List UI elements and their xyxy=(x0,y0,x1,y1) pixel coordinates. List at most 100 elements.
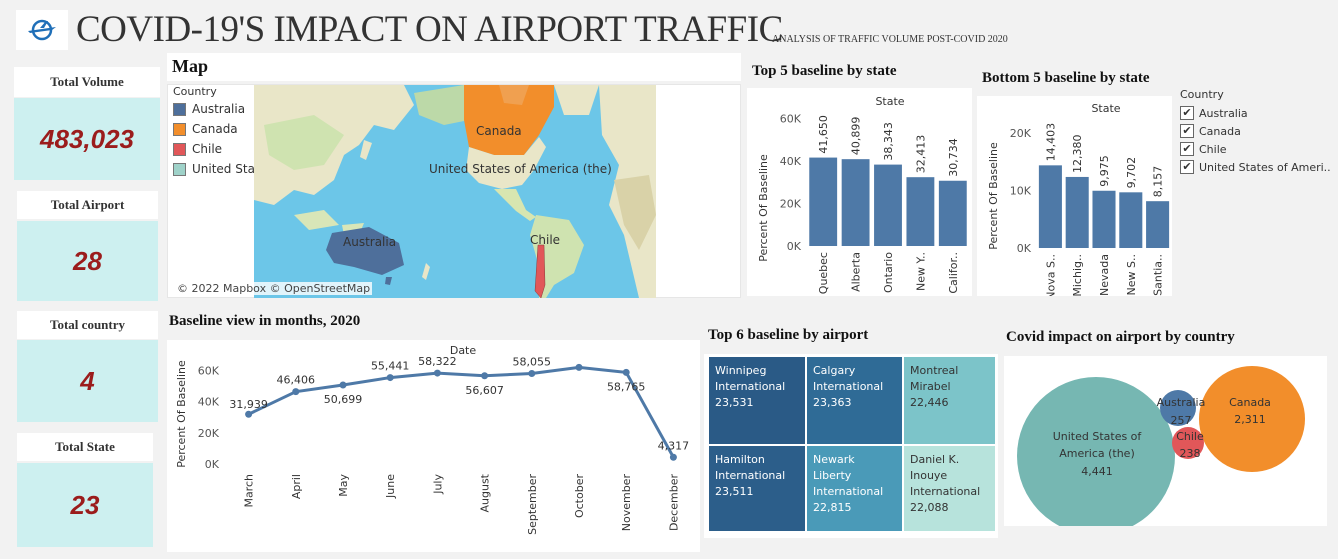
line-point xyxy=(669,453,677,461)
y-tick-label: 40K xyxy=(198,396,220,409)
legend-swatch xyxy=(173,122,186,136)
checkbox-icon[interactable]: ✔ xyxy=(1180,106,1194,120)
bubble-value-australia: 257 xyxy=(1171,414,1192,427)
treemap-cell-winnipeg[interactable]: Winnipeg International 23,531 xyxy=(709,357,805,444)
bottom5-ylabel: Percent Of Baseline xyxy=(987,142,1000,250)
map-label-chile: Chile xyxy=(530,233,561,247)
kpi-value-total-airport: 28 xyxy=(17,221,158,301)
bubble-title: Covid impact on airport by country xyxy=(1006,329,1235,345)
x-tick-label: Nova S.. xyxy=(1044,254,1057,296)
y-tick-label: 60K xyxy=(198,364,220,377)
treemap-cell-honolulu[interactable]: Daniel K. Inouye International 22,088 xyxy=(904,446,995,531)
map-legend: Australia Canada Chile United States of … xyxy=(173,99,375,179)
airline-logo xyxy=(16,10,68,50)
bar-value-label: 32,413 xyxy=(914,135,927,174)
kpi-value-total-volume: 483,023 xyxy=(14,98,160,180)
top5-panel: State Percent Of Baseline 0K 20K 40K 60K 41,… xyxy=(747,88,972,296)
x-tick-label: Quebec xyxy=(817,252,830,294)
treemap-cell-montreal[interactable]: Montreal Mirabel 22,446 xyxy=(904,357,995,444)
line-header: Date xyxy=(450,344,477,357)
bubble-label-canada: Canada xyxy=(1229,396,1271,409)
top5-bar-chart: State Percent Of Baseline 0K 20K 40K 60K 41,… xyxy=(757,95,967,294)
bar xyxy=(1092,190,1116,248)
checkbox-icon[interactable]: ✔ xyxy=(1180,142,1194,156)
bubble-usa[interactable] xyxy=(1017,377,1175,535)
x-tick-label: May xyxy=(337,474,350,497)
line-value-label: 46,406 xyxy=(277,374,316,387)
plane-logo-icon xyxy=(28,19,56,41)
legend-item-canada[interactable]: Canada xyxy=(173,119,375,139)
bubble-chart: United States of America (the) 4,441 Can… xyxy=(1017,366,1305,535)
bubble-label-usa-2: America (the) xyxy=(1059,447,1135,460)
line-point xyxy=(433,369,441,377)
y-tick-label: 60K xyxy=(780,113,802,126)
treemap-panel: Winnipeg International 23,531 Calgary Inter… xyxy=(704,354,998,538)
line-point xyxy=(386,374,394,382)
line-value-label: 58,322 xyxy=(418,355,457,368)
filter-option-chile[interactable]: ✔ Chile xyxy=(1180,140,1338,158)
y-tick-label: 20K xyxy=(198,427,220,440)
x-tick-label: August xyxy=(479,473,492,512)
x-tick-label: March xyxy=(243,474,256,508)
bubble-label-australia: Australia xyxy=(1157,396,1206,409)
treemap-cell-newark[interactable]: Newark Liberty International 22,815 xyxy=(807,446,902,531)
line-value-label: 58,055 xyxy=(513,356,552,369)
legend-item-chile[interactable]: Chile xyxy=(173,139,375,159)
line-point xyxy=(292,388,300,396)
checkbox-icon[interactable]: ✔ xyxy=(1180,124,1194,138)
bar-value-label: 9,702 xyxy=(1125,157,1138,189)
line-point xyxy=(339,381,347,389)
bar xyxy=(1038,165,1062,248)
world-map[interactable]: Canada United States of America (the) Au… xyxy=(254,85,656,298)
bar xyxy=(1146,201,1170,248)
bar xyxy=(841,159,870,246)
bar xyxy=(1065,176,1089,248)
bubble-value-canada: 2,311 xyxy=(1234,413,1266,426)
world-map-shapes xyxy=(254,85,656,298)
filter-option-australia[interactable]: ✔ Australia xyxy=(1180,104,1338,122)
bottom5-panel: State Percent Of Baseline 0K 10K 20K 14,403… xyxy=(977,96,1172,300)
line-title: Baseline view in months, 2020 xyxy=(169,313,361,329)
legend-swatch xyxy=(173,162,186,176)
top5-header: State xyxy=(875,95,904,108)
bar xyxy=(906,177,935,246)
bottom5-bar-chart: State Percent Of Baseline 0K 10K 20K 14,403… xyxy=(987,102,1170,300)
bottom5-header: State xyxy=(1091,102,1120,115)
bubble-value-usa: 4,441 xyxy=(1081,465,1113,478)
line-value-label: 31,939 xyxy=(229,398,268,411)
map-title-bar: Map xyxy=(167,53,741,81)
filter-option-usa[interactable]: ✔ United States of Ameri.. xyxy=(1180,158,1338,176)
treemap-cell-hamilton[interactable]: Hamilton International 23,511 xyxy=(709,446,805,531)
legend-item-australia[interactable]: Australia xyxy=(173,99,375,119)
x-tick-label: Nevada xyxy=(1098,254,1111,296)
x-tick-label: April xyxy=(290,474,303,499)
x-tick-label: New S.. xyxy=(1125,254,1138,295)
map-credit[interactable]: © 2022 Mapbox © OpenStreetMap xyxy=(175,282,373,295)
bubble-canada[interactable] xyxy=(1199,366,1305,472)
x-tick-label: New Y.. xyxy=(914,252,927,291)
bubble-australia[interactable] xyxy=(1160,390,1196,426)
y-tick-label: 0K xyxy=(205,458,220,471)
bar xyxy=(809,157,838,246)
checkbox-icon[interactable]: ✔ xyxy=(1180,160,1194,174)
x-tick-label: Santia.. xyxy=(1152,254,1165,296)
y-tick-label: 20K xyxy=(780,198,802,211)
bubble-chile[interactable] xyxy=(1172,427,1204,459)
y-tick-label: 20K xyxy=(1010,127,1032,140)
bar-value-label: 8,157 xyxy=(1152,166,1165,198)
y-tick-label: 0K xyxy=(787,240,802,253)
bubble-value-chile: 238 xyxy=(1180,447,1201,460)
treemap-cell-calgary[interactable]: Calgary International 23,363 xyxy=(807,357,902,444)
y-tick-label: 40K xyxy=(780,155,802,168)
kpi-label-total-country: Total country xyxy=(17,311,158,339)
bar xyxy=(874,164,902,246)
line-panel: Date Percent Of Baseline 0K 20K 40K 60K 31,9… xyxy=(167,340,700,552)
bar-value-label: 40,899 xyxy=(850,117,863,156)
bar-value-label: 30,734 xyxy=(947,138,960,177)
line-point xyxy=(528,370,536,378)
filter-option-canada[interactable]: ✔ Canada xyxy=(1180,122,1338,140)
line-point xyxy=(481,372,489,380)
bar-value-label: 14,403 xyxy=(1044,123,1057,161)
map-title: Map xyxy=(172,56,208,76)
bar-value-label: 41,650 xyxy=(817,115,830,154)
